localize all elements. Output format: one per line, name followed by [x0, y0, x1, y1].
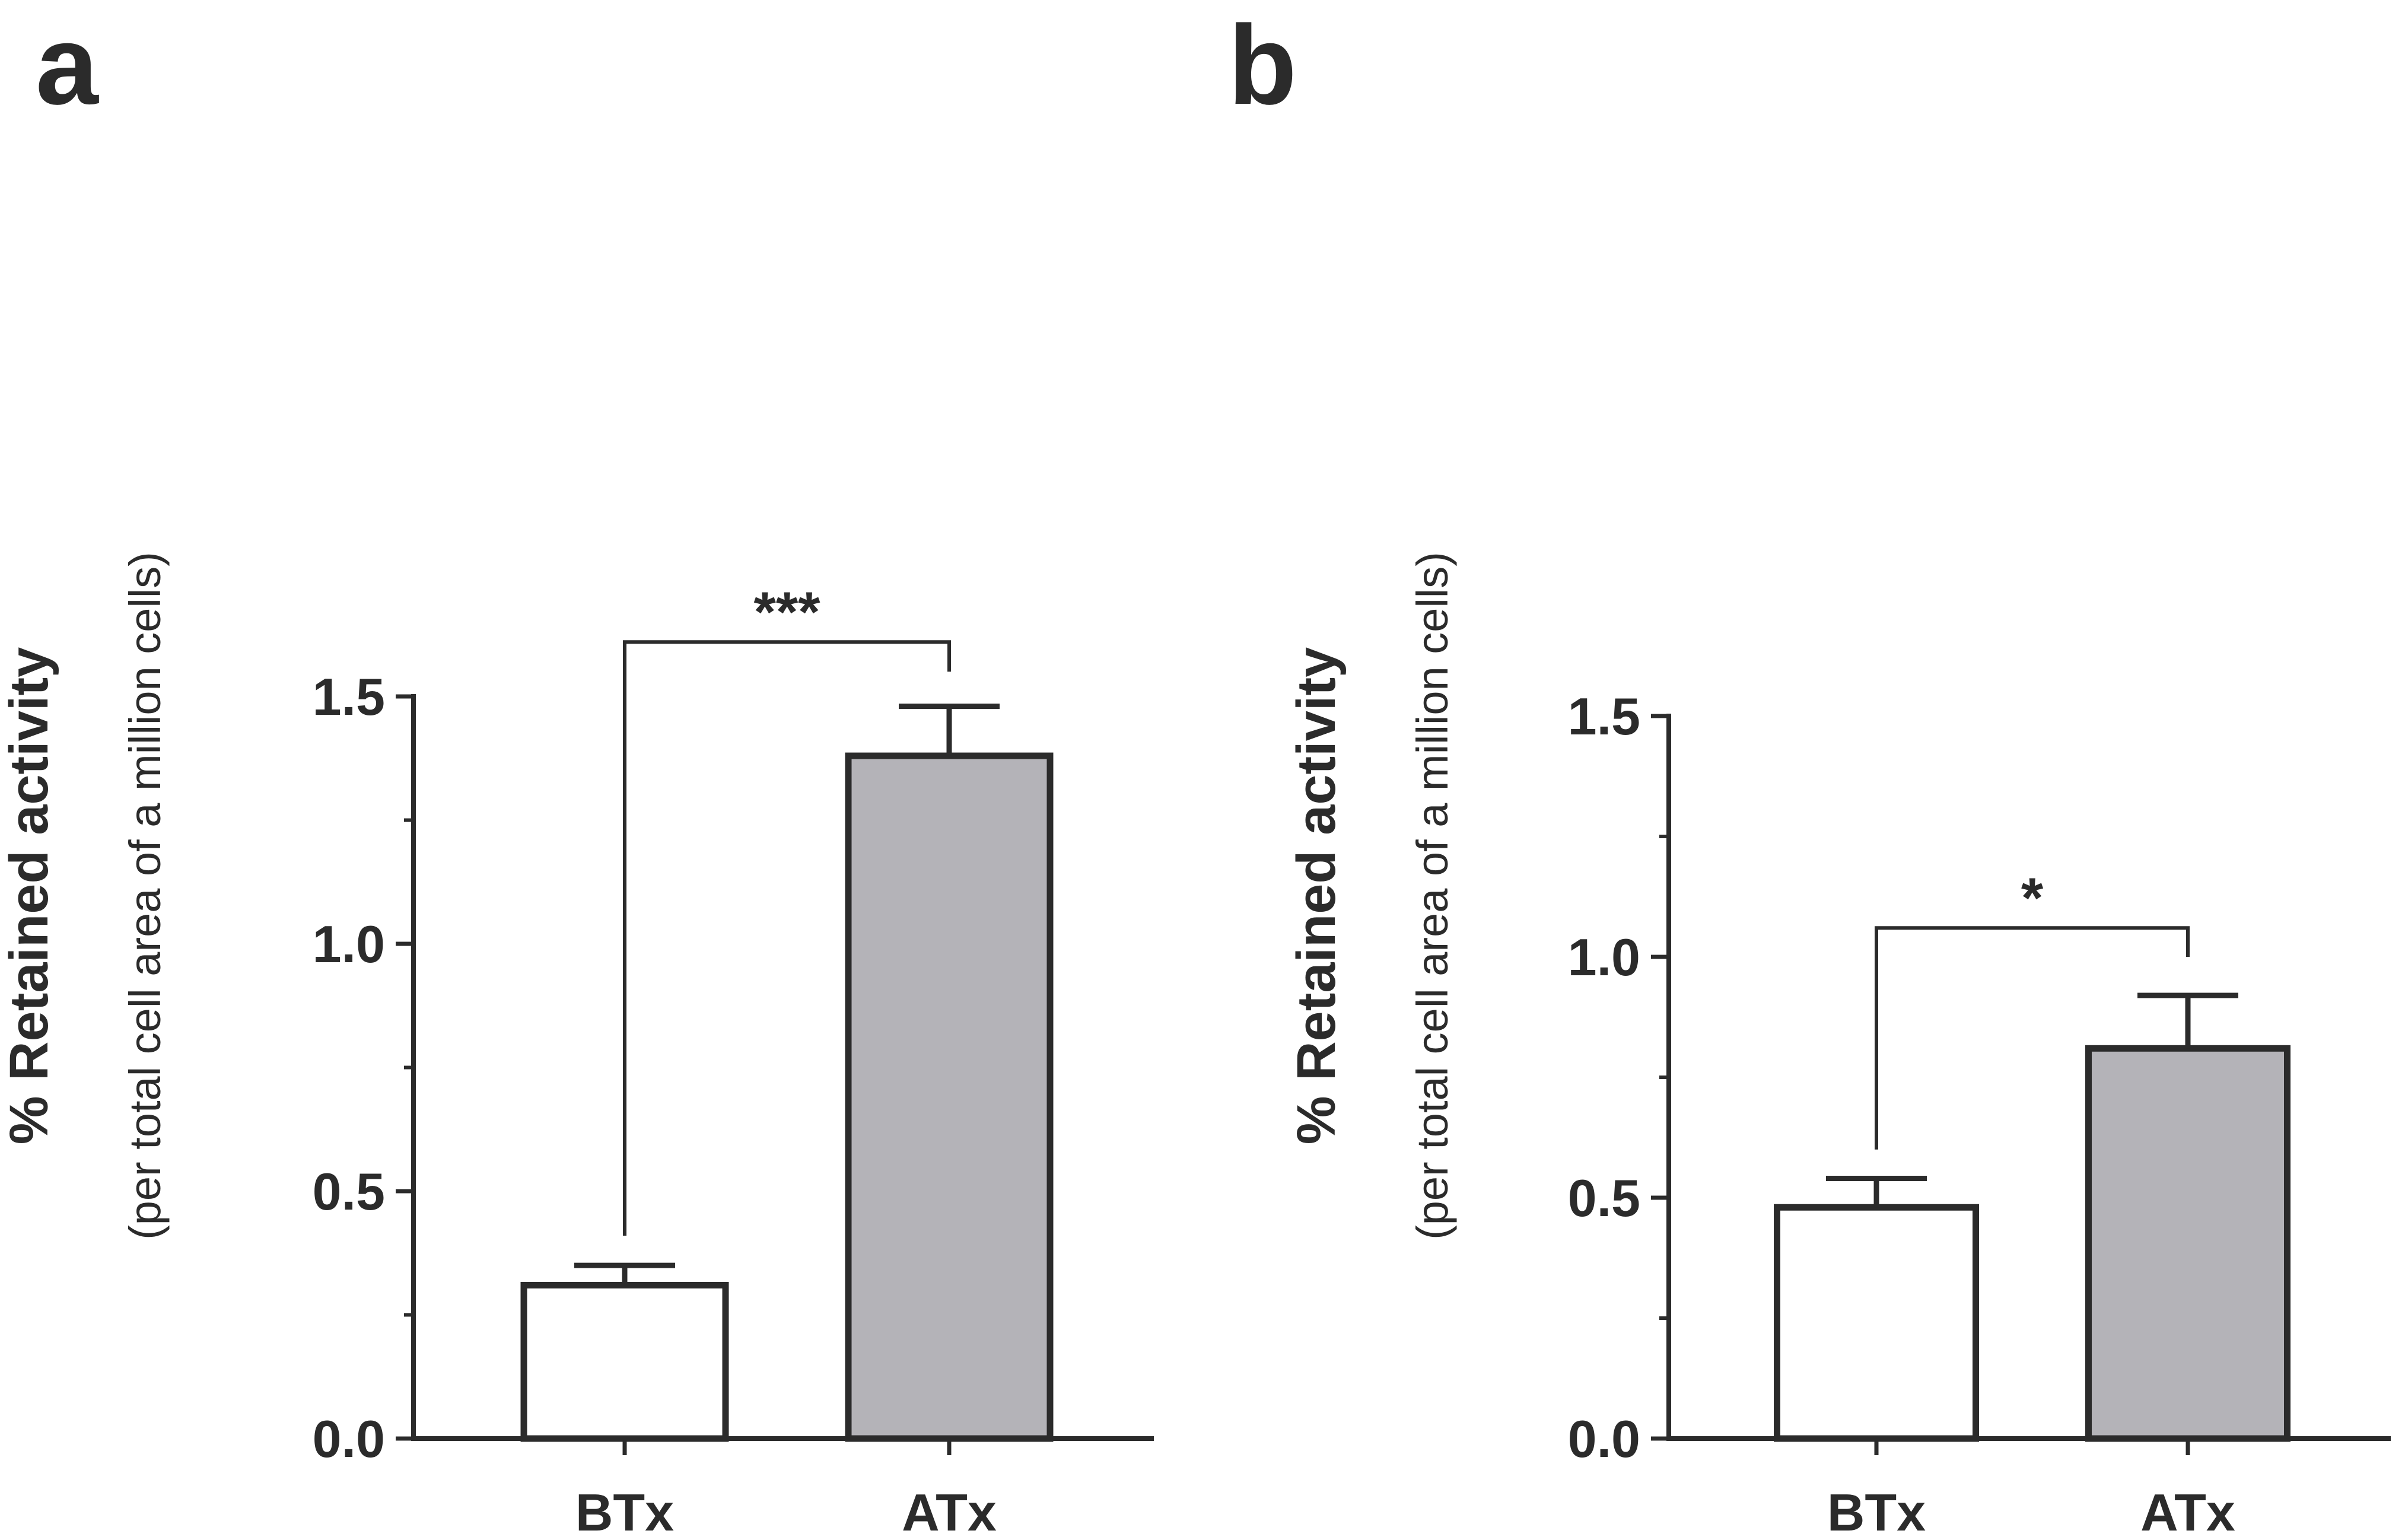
panel-letter: a: [36, 2, 99, 128]
panel-a: a % Retained activity (per total cell area…: [0, 2, 1154, 1540]
significance-marker: ***: [753, 580, 820, 644]
panel-b: b % Retained activity (per total cell area…: [1228, 2, 2391, 1540]
y-axis-subtitle: (per total cell area of a million cells): [120, 552, 170, 1240]
panel-letter: b: [1228, 2, 1297, 128]
x-tick-label: ATx: [902, 1483, 997, 1540]
significance-bracket: [623, 640, 951, 1236]
y-tick-label: 1.5: [1568, 687, 1640, 746]
x-tick-label: BTx: [575, 1483, 674, 1540]
y-tick-label: 0.0: [1568, 1409, 1640, 1468]
y-tick-label: 0.5: [313, 1162, 385, 1221]
bar-btx: [520, 1281, 729, 1442]
y-axis-title: % Retained activity: [0, 647, 59, 1145]
y-tick-label: 1.0: [313, 915, 385, 973]
significance-bracket: [1875, 926, 2190, 1150]
bar-btx: [1774, 1204, 1979, 1442]
bar-atx: [2085, 1045, 2291, 1442]
bar-atx: [845, 752, 1054, 1442]
y-axis-subtitle: (per total cell area of a million cells): [1408, 552, 1457, 1240]
y-tick-label: 0.0: [313, 1409, 385, 1468]
y-axis-title: % Retained activity: [1286, 647, 1347, 1145]
x-tick-label: ATx: [2140, 1483, 2235, 1540]
x-tick-label: BTx: [1827, 1483, 1926, 1540]
y-tick-label: 1.5: [313, 667, 385, 726]
significance-marker: *: [2021, 866, 2044, 930]
y-tick-label: 1.0: [1568, 928, 1640, 987]
y-tick-label: 0.5: [1568, 1169, 1640, 1227]
